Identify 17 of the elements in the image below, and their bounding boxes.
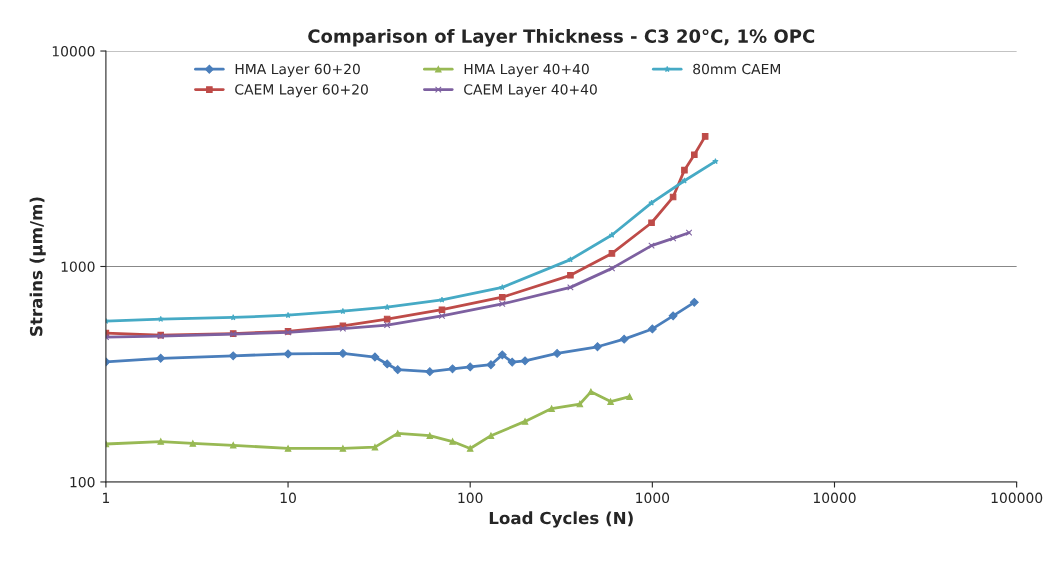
y-tick-label: 10000 [52, 46, 95, 57]
y-tick-label: 100 [70, 476, 95, 488]
x-axis-title: Load Cycles (N) [489, 511, 633, 528]
chart-title: Comparison of Layer Thickness - C3 20°C, 1% OPC [308, 28, 815, 47]
legend-label: HMA Layer 40+40 [464, 63, 589, 77]
x-tick-label: 100 [458, 492, 483, 504]
x-tick-label: 10000 [813, 492, 856, 504]
x-tick-label: 100000 [991, 492, 1043, 504]
x-tick-label: 10 [280, 492, 296, 504]
x-tick-label: 1 [103, 492, 110, 503]
legend-label: CAEM Layer 40+40 [464, 84, 597, 98]
legend-label: CAEM Layer 60+20 [235, 84, 368, 98]
y-tick-label: 1000 [61, 261, 95, 272]
legend-label: HMA Layer 60+20 [235, 63, 360, 77]
legend-label: 80mm CAEM [693, 63, 780, 75]
y-axis-title: Strains (µm/m) [29, 197, 46, 336]
x-tick-label: 1000 [636, 492, 670, 504]
